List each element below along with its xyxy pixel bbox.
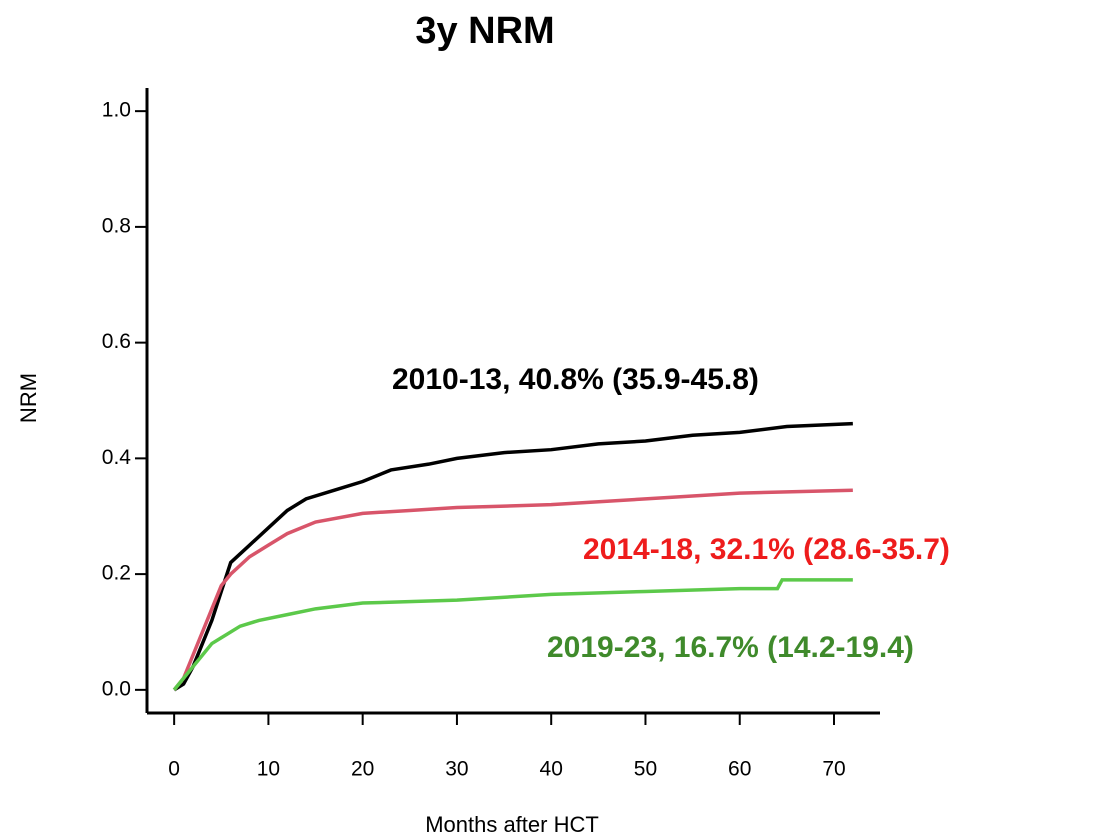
x-tick-label: 50 [634,758,657,781]
x-tick-label: 40 [540,758,563,781]
x-tick-label: 0 [168,758,180,781]
annotation: 2019-23, 16.7% (14.2-19.4) [547,631,914,664]
x-tick-label: 30 [445,758,468,781]
x-tick-label: 70 [822,758,845,781]
y-tick-label: 0.6 [102,330,131,353]
y-tick-label: 0.8 [102,214,131,237]
y-tick-label: 0.4 [102,446,132,469]
series-line [172,488,853,691]
series-line [173,421,853,692]
x-tick-label: 60 [728,758,751,781]
x-tick-label: 20 [351,758,374,781]
chart-title: 3y NRM [415,10,554,52]
x-tick-label: 10 [257,758,280,781]
y-axis-label: NRM [16,373,41,423]
annotation: 2014-18, 32.1% (28.6-35.7) [583,533,950,566]
y-tick-label: 1.0 [102,99,131,122]
annotation: 2010-13, 40.8% (35.9-45.8) [392,363,759,396]
y-tick-label: 0.2 [102,562,131,585]
y-tick-label: 0.0 [102,677,131,700]
x-axis-label: Months after HCT [425,812,599,837]
series-line [172,578,853,691]
